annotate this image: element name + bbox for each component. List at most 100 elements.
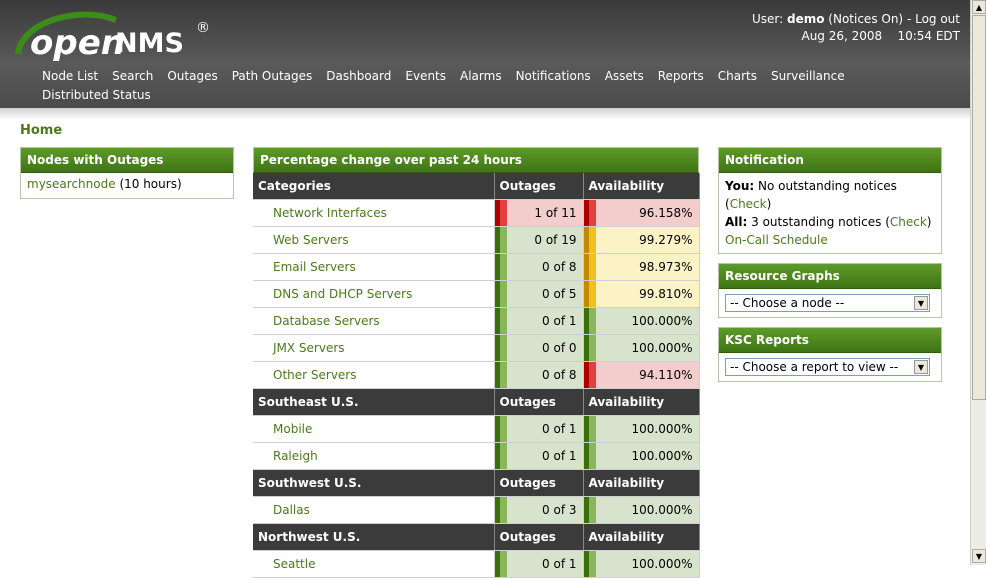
category-link[interactable]: Seattle bbox=[253, 550, 495, 578]
resource-graphs-title: Resource Graphs bbox=[719, 264, 941, 289]
logo-text-nms: NMS bbox=[115, 28, 184, 59]
section-name: Southeast U.S. bbox=[253, 388, 495, 416]
nav-search[interactable]: Search bbox=[112, 69, 154, 83]
section-name: Categories bbox=[253, 173, 495, 200]
outage-count[interactable]: 0 of 1 bbox=[494, 550, 584, 578]
category-row: Seattle 0 of 1 100.000% bbox=[253, 550, 700, 578]
outage-node-duration: (10 hours) bbox=[119, 177, 182, 191]
outage-count[interactable]: 0 of 1 bbox=[494, 415, 584, 443]
notification-title: Notification bbox=[719, 148, 941, 173]
nav-reports[interactable]: Reports bbox=[657, 69, 704, 83]
availability-value: 99.279% bbox=[583, 226, 700, 254]
nav-outages[interactable]: Outages bbox=[167, 69, 218, 83]
logout-link[interactable]: Log out bbox=[915, 12, 960, 26]
category-link[interactable]: Mobile bbox=[253, 415, 495, 443]
chevron-down-icon[interactable]: ▼ bbox=[914, 296, 928, 310]
you-label: You: bbox=[725, 179, 755, 193]
availability-value: 96.158% bbox=[583, 199, 700, 227]
availability-panel: Percentage change over past 24 hours Cat… bbox=[253, 147, 700, 578]
section-header-row: Southeast U.S. Outages Availability bbox=[253, 388, 700, 416]
category-link[interactable]: Other Servers bbox=[253, 361, 495, 389]
category-link[interactable]: Dallas bbox=[253, 496, 495, 524]
category-link[interactable]: DNS and DHCP Servers bbox=[253, 280, 495, 308]
category-row: Raleigh 0 of 1 100.000% bbox=[253, 442, 700, 470]
category-link[interactable]: JMX Servers bbox=[253, 334, 495, 362]
nav-distributed-status[interactable]: Distributed Status bbox=[42, 88, 151, 102]
page-title: Home bbox=[20, 123, 63, 138]
header-shadow bbox=[0, 108, 970, 120]
resource-graphs-panel: Resource Graphs -- Choose a node -- ▼ bbox=[718, 263, 942, 318]
outage-count[interactable]: 0 of 3 bbox=[494, 496, 584, 524]
outage-count[interactable]: 0 of 19 bbox=[494, 226, 584, 254]
outage-count[interactable]: 0 of 1 bbox=[494, 307, 584, 335]
outages-column-header: Outages bbox=[494, 469, 584, 497]
scroll-up-icon[interactable]: ▲ bbox=[972, 0, 986, 14]
on-call-schedule-link[interactable]: On-Call Schedule bbox=[725, 233, 828, 247]
availability-column-header: Availability bbox=[583, 523, 700, 551]
check-link-all[interactable]: Check bbox=[889, 215, 927, 229]
report-select[interactable]: -- Choose a report to view -- ▼ bbox=[725, 358, 930, 376]
section-header-row: Categories Outages Availability bbox=[253, 173, 700, 200]
report-select-value: -- Choose a report to view -- bbox=[730, 360, 899, 374]
logo-text-open: open bbox=[30, 23, 125, 63]
node-select-value: -- Choose a node -- bbox=[730, 296, 845, 310]
availability-value: 98.973% bbox=[583, 253, 700, 281]
category-row: DNS and DHCP Servers 0 of 5 99.810% bbox=[253, 280, 700, 308]
nodes-with-outages-panel: Nodes with Outages mysearchnode (10 hour… bbox=[20, 147, 234, 199]
availability-value: 100.000% bbox=[583, 334, 700, 362]
category-link[interactable]: Network Interfaces bbox=[253, 199, 495, 227]
outage-node-link[interactable]: mysearchnode bbox=[27, 177, 116, 191]
availability-value: 100.000% bbox=[583, 307, 700, 335]
all-label: All: bbox=[725, 215, 748, 229]
category-link[interactable]: Web Servers bbox=[253, 226, 495, 254]
nav-assets[interactable]: Assets bbox=[604, 69, 644, 83]
nav-path-outages[interactable]: Path Outages bbox=[231, 69, 313, 83]
notices-status[interactable]: (Notices On) bbox=[828, 12, 904, 26]
opennms-logo[interactable]: open NMS ® bbox=[12, 10, 222, 66]
category-link[interactable]: Raleigh bbox=[253, 442, 495, 470]
nodes-with-outages-title: Nodes with Outages bbox=[21, 148, 233, 173]
category-row: Web Servers 0 of 19 99.279% bbox=[253, 226, 700, 254]
availability-value: 100.000% bbox=[583, 442, 700, 470]
user-label: User: bbox=[751, 12, 784, 26]
user-name: demo bbox=[786, 12, 825, 26]
outages-column-header: Outages bbox=[494, 388, 584, 416]
you-notices: No outstanding notices bbox=[758, 179, 897, 193]
notification-panel: Notification You: No outstanding notices… bbox=[718, 147, 942, 254]
nav-charts[interactable]: Charts bbox=[717, 69, 758, 83]
vertical-scrollbar[interactable]: ▲ ▼ bbox=[970, 0, 986, 565]
availability-table: Categories Outages Availability Network Int… bbox=[253, 173, 700, 578]
category-row: Database Servers 0 of 1 100.000% bbox=[253, 307, 700, 335]
ksc-reports-panel: KSC Reports -- Choose a report to view -… bbox=[718, 327, 942, 382]
availability-column-header: Availability bbox=[583, 173, 700, 200]
nav-node-list[interactable]: Node List bbox=[42, 69, 99, 83]
scroll-down-icon[interactable]: ▼ bbox=[972, 549, 986, 563]
header-bar: open NMS ® User: demo (Notices On) - Log… bbox=[0, 0, 970, 121]
availability-column-header: Availability bbox=[583, 388, 700, 416]
category-link[interactable]: Email Servers bbox=[253, 253, 495, 281]
outage-count[interactable]: 0 of 0 bbox=[494, 334, 584, 362]
nav-notifications[interactable]: Notifications bbox=[515, 69, 591, 83]
outage-count[interactable]: 0 of 8 bbox=[494, 253, 584, 281]
all-notices: 3 outstanding notices bbox=[751, 215, 882, 229]
category-row: Network Interfaces 1 of 11 96.158% bbox=[253, 199, 700, 227]
availability-value: 99.810% bbox=[583, 280, 700, 308]
nav-dashboard[interactable]: Dashboard bbox=[326, 69, 392, 83]
outage-count[interactable]: 0 of 1 bbox=[494, 442, 584, 470]
outage-count[interactable]: 1 of 11 bbox=[494, 199, 584, 227]
section-header-row: Southwest U.S. Outages Availability bbox=[253, 469, 700, 497]
outage-count[interactable]: 0 of 8 bbox=[494, 361, 584, 389]
category-row: Email Servers 0 of 8 98.973% bbox=[253, 253, 700, 281]
chevron-down-icon[interactable]: ▼ bbox=[914, 360, 928, 374]
node-select[interactable]: -- Choose a node -- ▼ bbox=[725, 294, 930, 312]
section-name: Southwest U.S. bbox=[253, 469, 495, 497]
section-name: Northwest U.S. bbox=[253, 523, 495, 551]
check-link-you[interactable]: Check bbox=[729, 197, 767, 211]
availability-column-header: Availability bbox=[583, 469, 700, 497]
nav-alarms[interactable]: Alarms bbox=[460, 69, 502, 83]
category-link[interactable]: Database Servers bbox=[253, 307, 495, 335]
nav-events[interactable]: Events bbox=[405, 69, 447, 83]
outage-count[interactable]: 0 of 5 bbox=[494, 280, 584, 308]
nav-surveillance[interactable]: Surveillance bbox=[771, 69, 845, 83]
scrollbar-thumb[interactable] bbox=[972, 15, 986, 400]
